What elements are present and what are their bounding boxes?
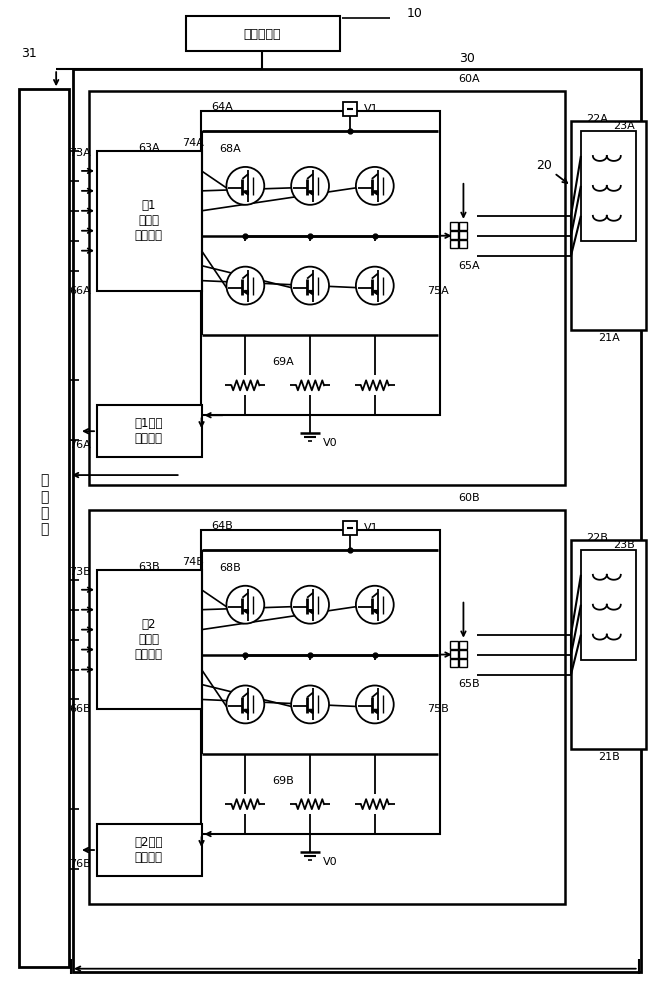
Text: 68B: 68B [220, 563, 241, 573]
Text: 65A: 65A [459, 261, 480, 271]
Text: 扭矩传感器: 扭矩传感器 [243, 28, 281, 41]
Bar [459, 240, 467, 248]
Bar [73, 69, 641, 972]
Text: 73B: 73B [69, 567, 91, 577]
Bar [89, 91, 565, 485]
Text: V0: V0 [322, 857, 338, 867]
Polygon shape [374, 191, 378, 195]
Bar [459, 222, 467, 230]
Circle shape [291, 685, 329, 723]
Text: 69A: 69A [272, 357, 294, 367]
Circle shape [291, 167, 329, 205]
Polygon shape [374, 291, 378, 295]
Text: 65B: 65B [459, 679, 480, 689]
Text: 10: 10 [407, 7, 422, 20]
Bar [343, 521, 357, 535]
Text: 第2电流
检测电路: 第2电流 检测电路 [134, 836, 163, 864]
Bar [459, 231, 467, 239]
Polygon shape [374, 709, 378, 713]
Bar [581, 131, 636, 241]
Bar [451, 641, 459, 649]
Text: V0: V0 [322, 438, 338, 448]
Text: 31: 31 [22, 47, 37, 60]
Bar [451, 222, 459, 230]
Polygon shape [309, 610, 313, 614]
Text: 20: 20 [536, 159, 552, 172]
Bar [97, 151, 201, 291]
Polygon shape [244, 610, 248, 614]
Text: 21B: 21B [598, 752, 620, 762]
Text: V1: V1 [363, 104, 378, 114]
Text: 30: 30 [459, 52, 475, 65]
Text: 64B: 64B [212, 521, 234, 531]
Text: 69B: 69B [272, 776, 294, 786]
Bar [451, 240, 459, 248]
Polygon shape [309, 191, 313, 195]
Text: 63A: 63A [138, 143, 160, 153]
Bar [201, 530, 440, 834]
Bar [459, 659, 467, 667]
Bar [459, 641, 467, 649]
Text: 22B: 22B [586, 533, 608, 543]
Circle shape [226, 267, 265, 305]
Bar [89, 510, 565, 904]
Polygon shape [309, 709, 313, 713]
Bar [571, 540, 645, 749]
Circle shape [356, 167, 393, 205]
Circle shape [291, 586, 329, 624]
Polygon shape [309, 291, 313, 295]
Text: 68A: 68A [220, 144, 241, 154]
Bar [451, 231, 459, 239]
Text: 60B: 60B [459, 493, 480, 503]
Bar [451, 650, 459, 658]
Text: 第1
逆变器
驱动电路: 第1 逆变器 驱动电路 [135, 199, 163, 242]
Bar [343, 102, 357, 116]
Bar [97, 405, 201, 457]
Circle shape [226, 167, 265, 205]
Text: 74A: 74A [182, 138, 203, 148]
Text: 75A: 75A [426, 286, 448, 296]
Circle shape [356, 586, 393, 624]
Bar [97, 824, 201, 876]
Text: 运
算
装
置: 运 算 装 置 [40, 474, 49, 536]
Text: 第1电流
检测电路: 第1电流 检测电路 [134, 417, 163, 445]
Text: 66A: 66A [69, 286, 91, 296]
Bar [186, 16, 340, 51]
Circle shape [291, 267, 329, 305]
Bar [459, 650, 467, 658]
Bar [571, 121, 645, 330]
Text: 74B: 74B [182, 557, 203, 567]
Bar [201, 111, 440, 415]
Circle shape [356, 267, 393, 305]
Text: 60A: 60A [459, 74, 480, 84]
Text: 64A: 64A [212, 102, 234, 112]
Text: 76B: 76B [69, 859, 91, 869]
Text: 21A: 21A [598, 333, 620, 343]
Text: V1: V1 [363, 523, 378, 533]
Bar [97, 570, 201, 709]
Text: 22A: 22A [586, 114, 608, 124]
Bar [19, 89, 69, 967]
Text: 第2
逆变器
驱动电路: 第2 逆变器 驱动电路 [135, 618, 163, 661]
Circle shape [226, 586, 265, 624]
Text: 76A: 76A [69, 440, 91, 450]
Text: 73A: 73A [69, 148, 91, 158]
Text: 23B: 23B [613, 540, 634, 550]
Bar [451, 659, 459, 667]
Polygon shape [244, 709, 248, 713]
Circle shape [226, 685, 265, 723]
Text: 63B: 63B [138, 562, 160, 572]
Polygon shape [374, 610, 378, 614]
Bar [581, 550, 636, 660]
Polygon shape [244, 291, 248, 295]
Text: 66B: 66B [69, 704, 91, 714]
Polygon shape [244, 191, 248, 195]
Text: 23A: 23A [613, 121, 634, 131]
Text: 75B: 75B [426, 704, 448, 714]
Circle shape [356, 685, 393, 723]
